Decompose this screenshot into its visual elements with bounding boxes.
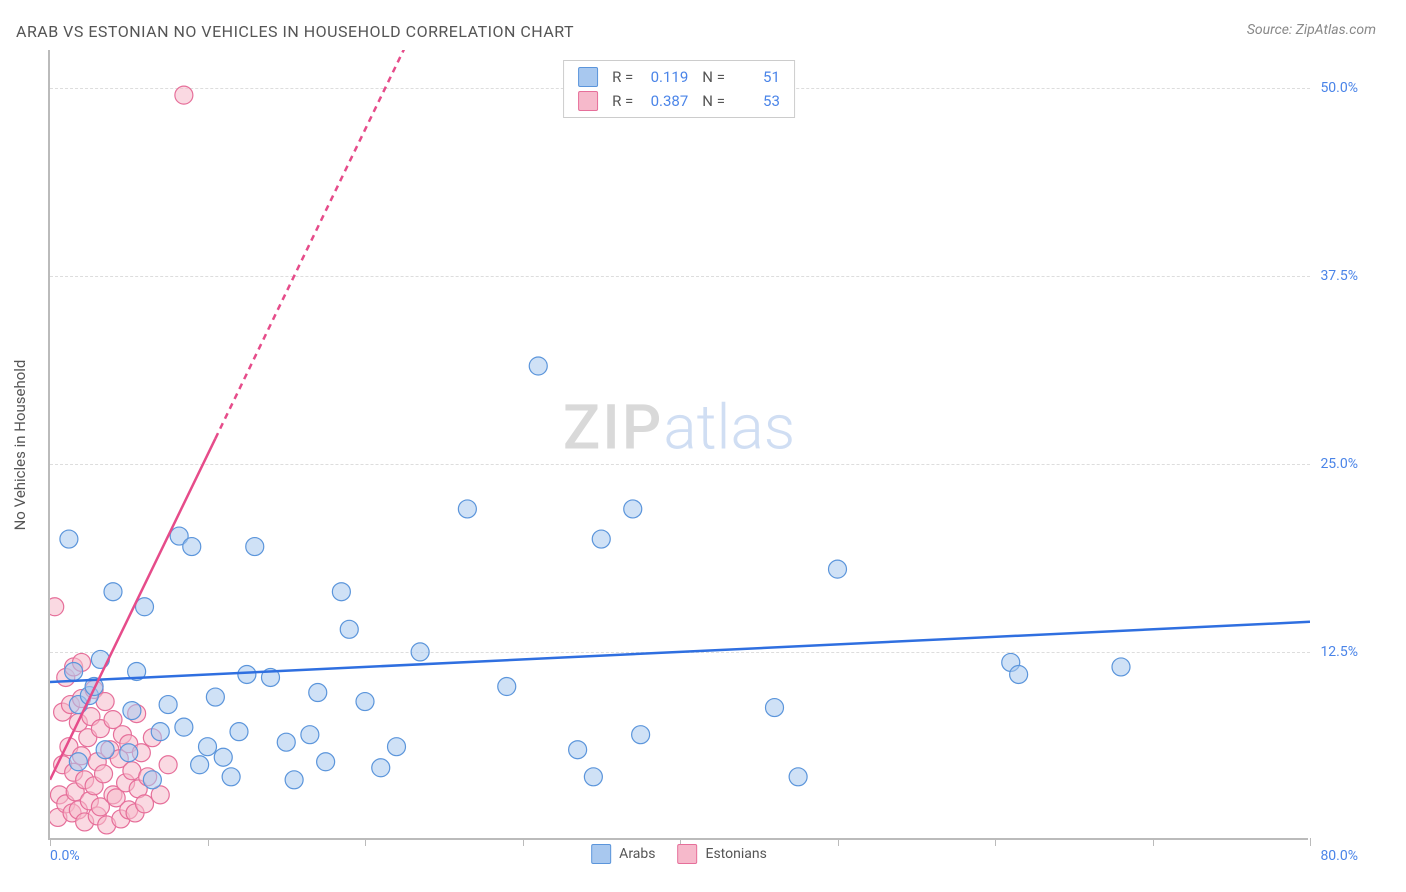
r-label: R = <box>612 68 633 86</box>
data-point <box>175 86 193 104</box>
data-point <box>301 726 319 744</box>
data-point <box>246 538 264 556</box>
x-min-label: 0.0% <box>50 848 80 864</box>
data-point <box>285 771 303 789</box>
estonians-swatch <box>578 91 598 111</box>
legend-row-arabs: R = 0.119 N = 51 <box>578 67 780 87</box>
data-point <box>96 741 114 759</box>
data-point <box>50 598 64 616</box>
data-point <box>388 738 406 756</box>
arabs-n-value: 51 <box>735 68 780 86</box>
data-point <box>230 723 248 741</box>
y-tick-label: 25.0% <box>1320 456 1358 472</box>
scatter-svg <box>50 50 1310 840</box>
data-point <box>104 583 122 601</box>
data-point <box>151 723 169 741</box>
data-point <box>789 768 807 786</box>
estonians-swatch <box>677 844 697 864</box>
data-point <box>95 765 113 783</box>
data-point <box>238 665 256 683</box>
estonians-label: Estonians <box>705 846 766 862</box>
legend-item-arabs: Arabs <box>591 844 655 864</box>
data-point <box>584 768 602 786</box>
data-point <box>69 753 87 771</box>
data-point <box>498 678 516 696</box>
data-point <box>529 357 547 375</box>
data-point <box>120 744 138 762</box>
data-point <box>91 650 109 668</box>
data-point <box>569 741 587 759</box>
y-tick-label: 37.5% <box>1320 268 1358 284</box>
legend-item-estonians: Estonians <box>677 844 766 864</box>
data-point <box>632 726 650 744</box>
data-point <box>159 756 177 774</box>
plot-container: No Vehicles in Household ZIPatlas 12.5%2… <box>48 50 1358 840</box>
y-tick-label: 12.5% <box>1320 644 1358 660</box>
source-attribution: Source: ZipAtlas.com <box>1247 22 1376 38</box>
plot-area: ZIPatlas 12.5%25.0%37.5%50.0% 0.0% 80.0%… <box>48 50 1308 840</box>
legend-row-estonians: R = 0.387 N = 53 <box>578 91 780 111</box>
x-tick <box>1310 838 1311 846</box>
trend-line <box>215 50 443 439</box>
data-point <box>309 684 327 702</box>
data-point <box>183 538 201 556</box>
data-point <box>458 500 476 518</box>
data-point <box>191 756 209 774</box>
x-max-label: 80.0% <box>1320 848 1358 864</box>
arabs-r-value: 0.119 <box>643 68 688 86</box>
y-axis-label: No Vehicles in Household <box>11 360 29 531</box>
data-point <box>214 748 232 766</box>
data-point <box>136 795 154 813</box>
correlation-legend: R = 0.119 N = 51 R = 0.387 N = 53 <box>563 60 795 118</box>
data-point <box>206 688 224 706</box>
data-point <box>592 530 610 548</box>
data-point <box>159 696 177 714</box>
data-point <box>199 738 217 756</box>
arabs-swatch <box>591 844 611 864</box>
series-legend: Arabs Estonians <box>591 844 767 864</box>
data-point <box>356 693 374 711</box>
data-point <box>123 702 141 720</box>
data-point <box>340 620 358 638</box>
data-point <box>372 759 390 777</box>
data-point <box>1112 658 1130 676</box>
data-point <box>1010 665 1028 683</box>
estonians-n-value: 53 <box>735 92 780 110</box>
data-point <box>332 583 350 601</box>
chart-title: ARAB VS ESTONIAN NO VEHICLES IN HOUSEHOL… <box>16 22 574 41</box>
r-label: R = <box>612 92 633 110</box>
data-point <box>624 500 642 518</box>
n-label: N = <box>702 68 725 86</box>
data-point <box>175 718 193 736</box>
arabs-swatch <box>578 67 598 87</box>
data-point <box>829 560 847 578</box>
y-tick-label: 50.0% <box>1320 80 1358 96</box>
data-point <box>222 768 240 786</box>
data-point <box>60 530 78 548</box>
data-point <box>766 699 784 717</box>
data-point <box>65 662 83 680</box>
arabs-label: Arabs <box>619 846 655 862</box>
data-point <box>317 753 335 771</box>
estonians-r-value: 0.387 <box>643 92 688 110</box>
data-point <box>143 771 161 789</box>
data-point <box>411 643 429 661</box>
n-label: N = <box>702 92 725 110</box>
data-point <box>277 733 295 751</box>
